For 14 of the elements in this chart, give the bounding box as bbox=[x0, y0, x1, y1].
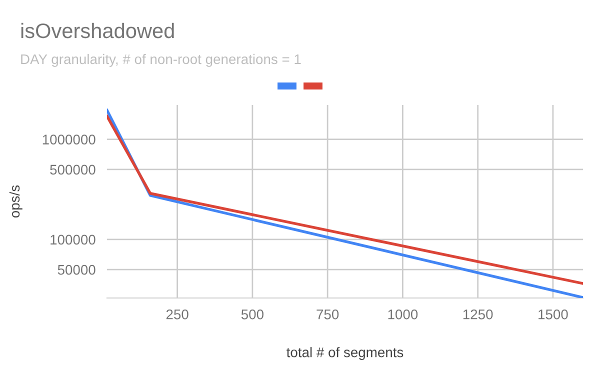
y-tick-label: 500000 bbox=[50, 164, 96, 175]
chart-title: isOvershadowed bbox=[21, 22, 174, 38]
x-tick-label: 500 bbox=[241, 309, 264, 320]
y-axis-title: ops/s bbox=[9, 185, 22, 218]
y-tick-label: 100000 bbox=[50, 234, 96, 245]
x-axis-title: total # of segments bbox=[286, 347, 404, 360]
y-tick-label: 1000000 bbox=[42, 134, 96, 144]
chart-subtitle: DAY granularity, # of non-root generations = 1 bbox=[21, 54, 301, 67]
x-tick-label: 250 bbox=[166, 309, 188, 320]
x-tick-label: 1000 bbox=[388, 309, 418, 320]
x-tick-label: 750 bbox=[316, 309, 339, 320]
x-tick-label: 1500 bbox=[538, 309, 568, 320]
x-tick-label: 1250 bbox=[463, 309, 493, 320]
y-tick-label: 50000 bbox=[58, 264, 96, 275]
